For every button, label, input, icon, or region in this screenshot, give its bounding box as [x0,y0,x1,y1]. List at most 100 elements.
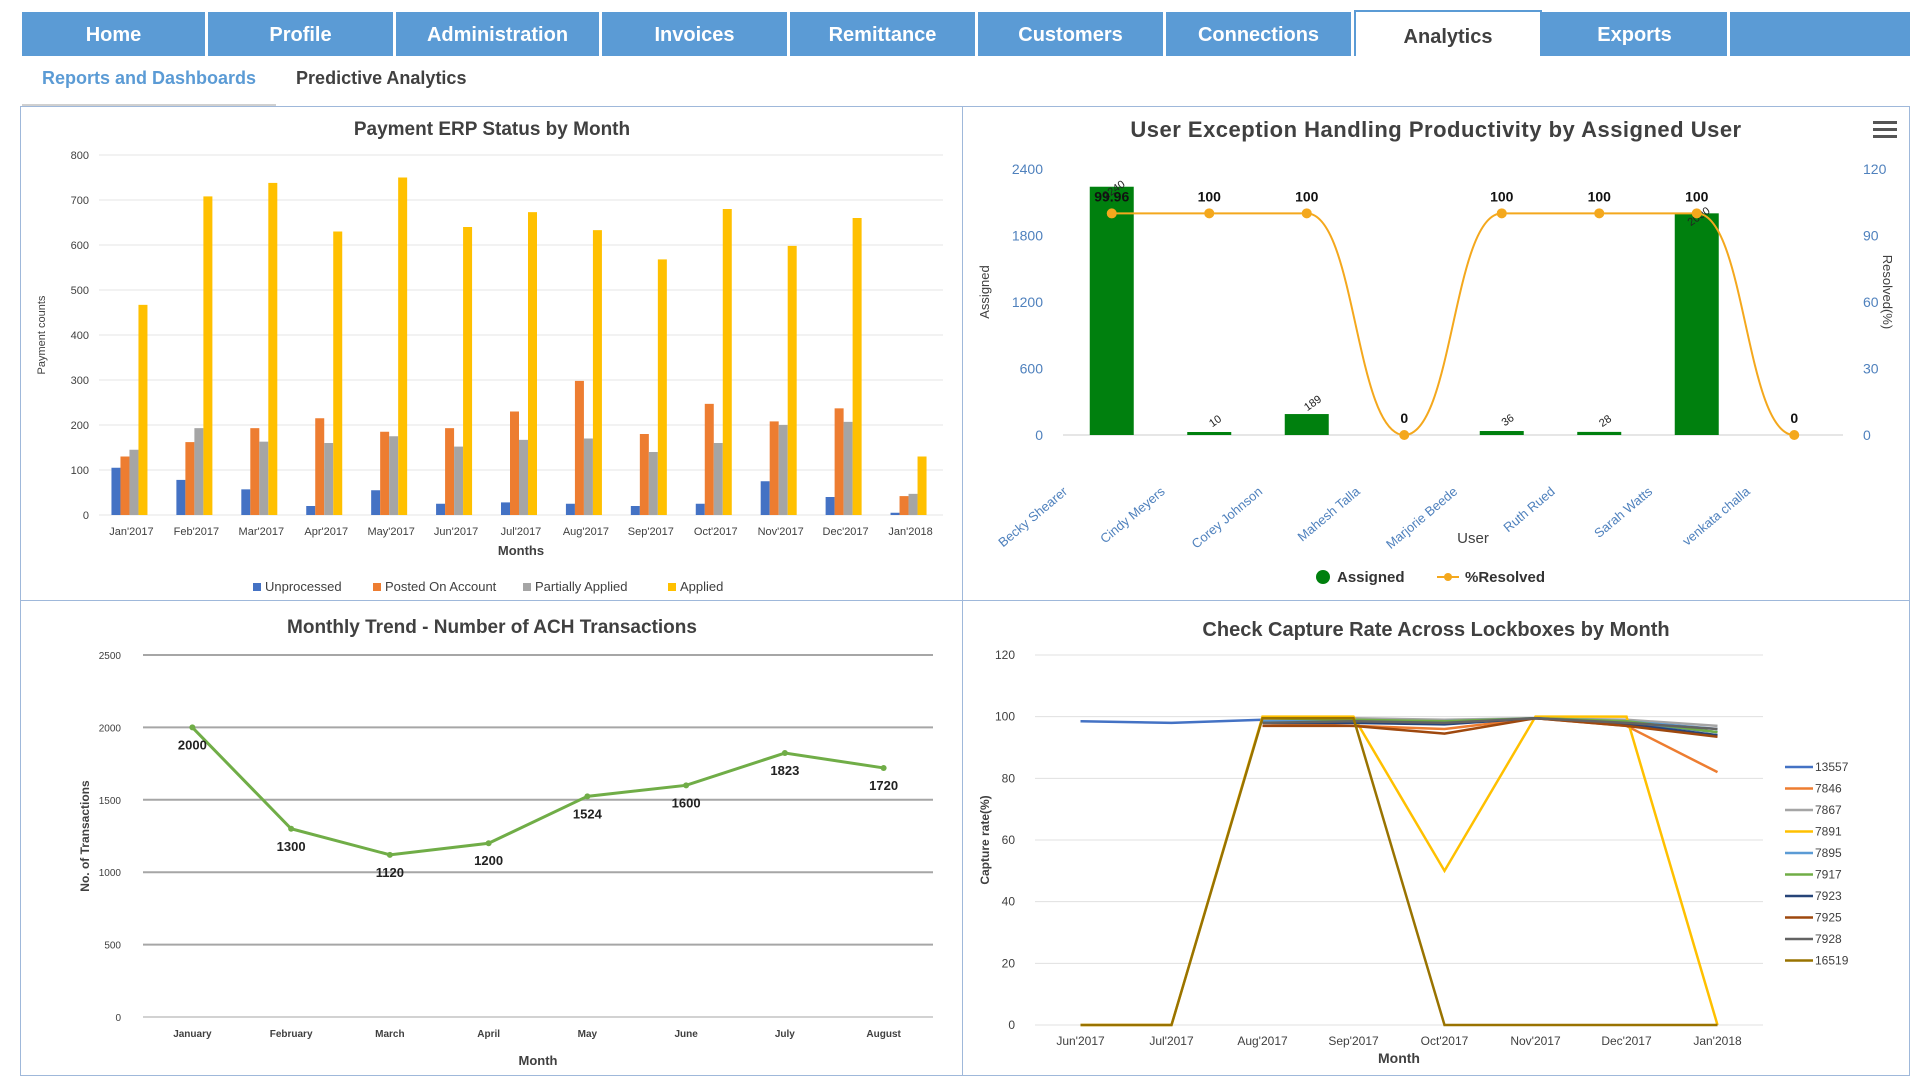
y2-axis-label: Resolved(%) [1880,255,1895,329]
bar [203,196,213,515]
x-tick-label: Jan'2017 [109,526,153,538]
bar [315,418,325,515]
bar [1674,213,1719,435]
bar [129,449,139,515]
legend-swatch [1316,570,1330,584]
bar [111,467,121,515]
bar [899,496,909,515]
y-tick-label: 1000 [99,868,122,879]
bar [250,428,260,515]
y-tick-label: 2400 [1012,161,1043,177]
subtab-reports-and-dashboards[interactable]: Reports and Dashboards [22,62,277,107]
legend-swatch [523,583,531,591]
series-line [191,726,884,857]
bar [1284,414,1329,435]
bar [510,411,519,515]
bar [463,227,473,515]
bar [722,209,732,515]
data-label: 100 [1490,188,1514,204]
data-point [1399,430,1410,440]
bar [565,503,575,515]
y-axis-label: Assigned [977,265,992,318]
legend-label: 7923 [1815,889,1842,903]
data-label: 36 [1500,412,1517,429]
y2-tick-label: 0 [1863,427,1871,443]
bar [592,230,602,515]
tab-administration[interactable]: Administration [396,12,602,56]
x-tick-label: Feb'2017 [174,526,220,538]
series-line [1262,716,1718,738]
bar [138,304,148,515]
y-tick-label: 20 [1002,956,1016,970]
bar [713,443,723,515]
tab-analytics[interactable]: Analytics [1354,10,1542,56]
bar [778,425,788,515]
x-tick-label: Nov'2017 [758,526,804,538]
bar [760,481,770,515]
bar [648,452,658,515]
panel-ach-trend: Monthly Trend - Number of ACH Transactio… [20,600,964,1076]
y-tick-label: 60 [1002,833,1016,847]
y-axis-label: Capture rate(%) [978,795,992,884]
y-tick-label: 700 [71,195,89,207]
x-tick-label: February [270,1029,313,1040]
y-tick-label: 600 [71,240,89,252]
tab-connections[interactable]: Connections [1166,12,1354,56]
bar [259,441,269,515]
y-axis-label: Payment counts [36,295,48,374]
x-tick-label: Jan'2018 [1693,1034,1742,1048]
data-label: 28 [1597,413,1614,430]
data-label: 1200 [474,853,503,868]
y-tick-label: 1200 [1012,294,1043,310]
data-point [1691,208,1702,219]
data-label: 100 [1685,188,1709,204]
x-tick-label: June [674,1029,698,1040]
legend-swatch [668,583,676,591]
bar [306,506,316,515]
data-point [386,851,393,858]
legend-label: Unprocessed [265,579,342,594]
tab-exports[interactable]: Exports [1542,12,1730,56]
subtab-predictive-analytics[interactable]: Predictive Analytics [296,68,467,88]
data-label: 1600 [672,795,701,810]
x-axis-label: User [1457,530,1489,547]
x-tick-label: Jan'2018 [888,526,932,538]
sub-nav: Reports and Dashboards Predictive Analyti… [22,62,486,107]
data-point [683,782,690,789]
legend-label: 7895 [1815,846,1842,860]
y-tick-label: 500 [104,941,121,952]
y-tick-label: 40 [1002,895,1016,909]
bar [787,245,797,515]
tab-home[interactable]: Home [22,12,208,56]
tab-customers[interactable]: Customers [978,12,1166,56]
chart-menu-button[interactable] [1873,121,1897,139]
data-label: 1823 [770,763,799,778]
bar [657,259,667,515]
data-point [1789,430,1800,440]
y-tick-label: 600 [1020,361,1044,377]
tab-invoices[interactable]: Invoices [602,12,790,56]
legend-swatch [373,583,381,591]
bar [501,502,510,515]
data-point [189,724,196,731]
x-tick-label: Sep'2017 [628,526,674,538]
legend-label: Applied [680,579,723,594]
bar [241,489,251,515]
data-label: 10 [1207,413,1224,430]
tab-remittance[interactable]: Remittance [790,12,978,56]
legend-label: 7917 [1815,868,1842,882]
data-label: 0 [1400,410,1408,426]
x-tick-label: July [775,1029,795,1040]
bar [769,421,779,515]
legend-swatch [1444,573,1452,581]
tab-profile[interactable]: Profile [208,12,396,56]
legend-label: Assigned [1337,569,1405,586]
legend-label: 7867 [1815,803,1842,817]
data-label: 1300 [277,839,306,854]
bar [436,503,446,515]
panel-capture-rate: Check Capture Rate Across Lockboxes by M… [962,600,1910,1076]
data-point [288,825,295,832]
x-tick-label: April [477,1029,500,1040]
x-axis-label: Months [498,543,544,558]
